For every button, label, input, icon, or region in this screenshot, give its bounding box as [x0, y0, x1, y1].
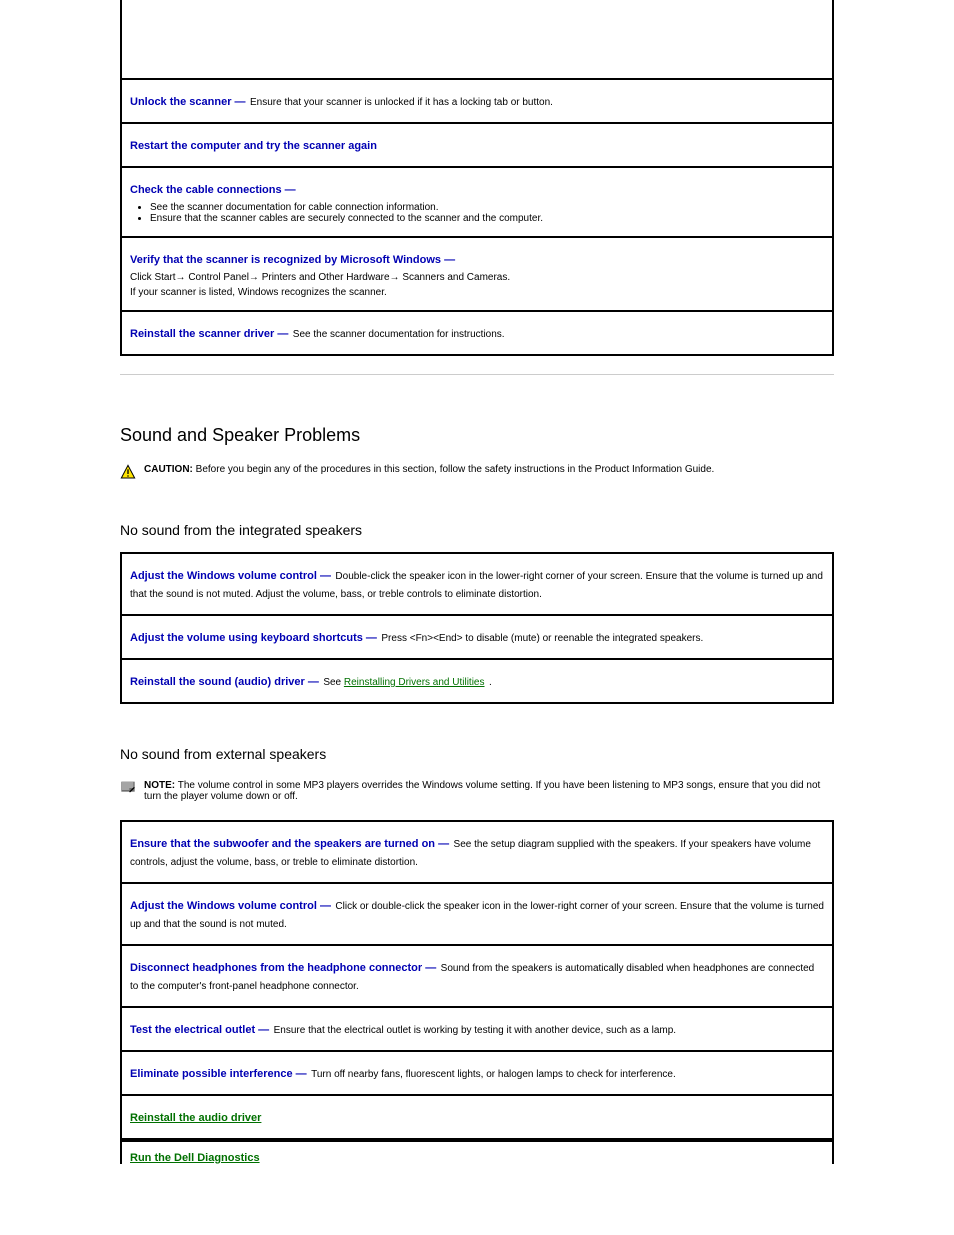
extspk-row-winvol: Adjust the Windows volume control — Clic…: [122, 882, 832, 944]
scanner-row-recognized-line1: Click Start→ Control Panel→ Printers and…: [130, 272, 824, 283]
reinstall-drivers-link[interactable]: Reinstalling Drivers and Utilities: [344, 677, 485, 688]
intspk-row-reinstall-prefix: See: [323, 677, 344, 688]
external-speakers-table: Ensure that the subwoofer and the speake…: [120, 820, 834, 1140]
scanner-row-unlock-body: Ensure that your scanner is unlocked if …: [250, 97, 553, 108]
scanner-row-unlock-title: Unlock the scanner —: [130, 96, 246, 108]
extspk-row-outlet-title: Test the electrical outlet —: [130, 1024, 269, 1036]
intspk-row-reinstall: Reinstall the sound (audio) driver — See…: [122, 658, 832, 702]
scanner-row-unlock: Unlock the scanner — Ensure that your sc…: [122, 80, 832, 122]
intspk-row-keyboard-body: Press <Fn><End> to disable (mute) or ree…: [381, 633, 703, 644]
scanner-row-reinstall-title: Reinstall the scanner driver —: [130, 328, 288, 340]
scanner-row-cables: Check the cable connections — See the sc…: [122, 166, 832, 236]
intspk-row-reinstall-title: Reinstall the sound (audio) driver —: [130, 676, 319, 688]
scanner-row-recognized-line2: If your scanner is listed, Windows recog…: [130, 287, 824, 298]
note-label: NOTE:: [144, 780, 175, 791]
scanner-row-reinstall-body: See the scanner documentation for instru…: [293, 329, 505, 340]
caution-label: CAUTION:: [144, 464, 193, 475]
external-speakers-subheader: No sound from external speakers: [120, 746, 834, 762]
note-icon: [120, 780, 136, 794]
extspk-row-interference: Eliminate possible interference — Turn o…: [122, 1050, 832, 1094]
integrated-speakers-table: Adjust the Windows volume control — Doub…: [120, 552, 834, 704]
sound-section-title: Sound and Speaker Problems: [120, 425, 834, 446]
caution-row: CAUTION: Before you begin any of the pro…: [120, 464, 834, 480]
scanner-row-cables-list: See the scanner documentation for cable …: [130, 202, 824, 224]
extspk-row-subwoofer: Ensure that the subwoofer and the speake…: [122, 822, 832, 882]
extspk-row-subwoofer-title: Ensure that the subwoofer and the speake…: [130, 838, 449, 850]
caution-icon: [120, 464, 136, 480]
external-speakers-table-continuation-bottom: Run the Dell Diagnostics: [120, 1140, 834, 1164]
intspk-row-reinstall-suffix: .: [489, 677, 492, 688]
extspk-row-winvol-title: Adjust the Windows volume control —: [130, 900, 331, 912]
scanner-row-restart-title: Restart the computer and try the scanner…: [130, 140, 377, 152]
run-dell-diagnostics-link[interactable]: Run the Dell Diagnostics: [130, 1152, 260, 1164]
scanner-row-cables-title: Check the cable connections —: [130, 184, 296, 196]
integrated-speakers-subheader: No sound from the integrated speakers: [120, 522, 834, 538]
extspk-row-interference-title: Eliminate possible interference —: [130, 1068, 307, 1080]
scanner-table-continuation-top: [120, 0, 834, 78]
scanner-row-restart: Restart the computer and try the scanner…: [122, 122, 832, 166]
intspk-row-volume: Adjust the Windows volume control — Doub…: [122, 554, 832, 614]
scanner-row-recognized: Verify that the scanner is recognized by…: [122, 236, 832, 310]
caution-text: Before you begin any of the procedures i…: [196, 464, 715, 475]
extspk-row-interference-body: Turn off nearby fans, fluorescent lights…: [311, 1069, 676, 1080]
reinstall-audio-driver-link[interactable]: Reinstall the audio driver: [130, 1112, 261, 1124]
intspk-row-keyboard-title: Adjust the volume using keyboard shortcu…: [130, 632, 377, 644]
scanner-row-recognized-title: Verify that the scanner is recognized by…: [130, 254, 455, 266]
scanner-troubleshooting-table: Unlock the scanner — Ensure that your sc…: [120, 78, 834, 356]
extspk-row-reinstall-audio: Reinstall the audio driver: [122, 1094, 832, 1138]
extspk-row-headphones-title: Disconnect headphones from the headphone…: [130, 962, 436, 974]
intspk-row-volume-title: Adjust the Windows volume control —: [130, 570, 331, 582]
note-text: The volume control in some MP3 players o…: [144, 780, 820, 802]
intspk-row-keyboard: Adjust the volume using keyboard shortcu…: [122, 614, 832, 658]
scanner-row-reinstall: Reinstall the scanner driver — See the s…: [122, 310, 832, 354]
extspk-row-headphones: Disconnect headphones from the headphone…: [122, 944, 832, 1006]
scanner-row-cables-item1: See the scanner documentation for cable …: [150, 202, 824, 213]
extspk-row-outlet-body: Ensure that the electrical outlet is wor…: [274, 1025, 676, 1036]
scanner-row-cables-item2: Ensure that the scanner cables are secur…: [150, 213, 824, 224]
note-row: NOTE: The volume control in some MP3 pla…: [120, 780, 834, 802]
extspk-row-outlet: Test the electrical outlet — Ensure that…: [122, 1006, 832, 1050]
